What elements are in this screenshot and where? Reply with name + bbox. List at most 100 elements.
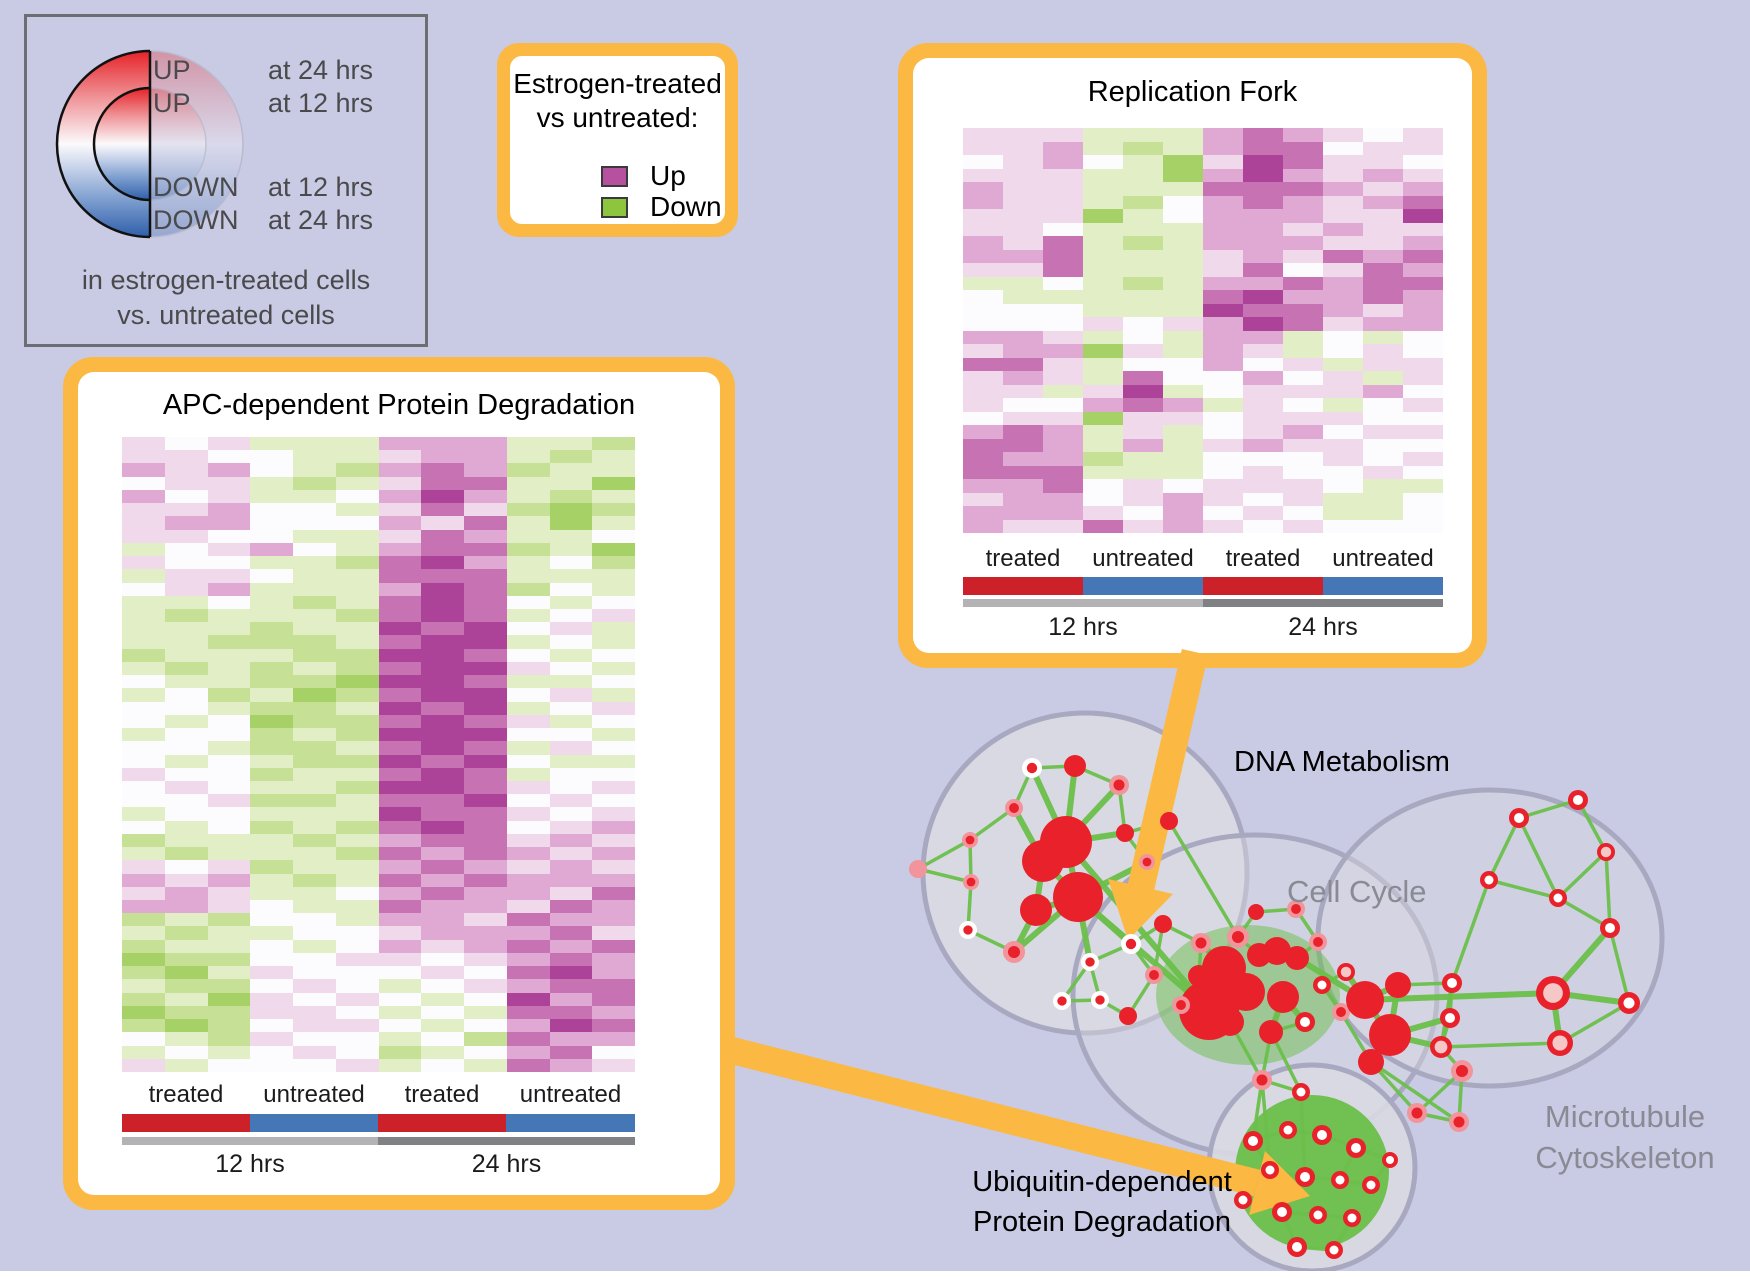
heatmap-cell xyxy=(464,450,507,464)
heatmap-cell xyxy=(506,503,550,517)
heatmap-cell xyxy=(1003,344,1043,358)
network-edge xyxy=(1280,1211,1299,1248)
network-edge xyxy=(1130,922,1164,946)
heatmap-cell xyxy=(549,569,593,583)
heatmap-cell xyxy=(421,463,464,477)
heatmap-cell xyxy=(1163,141,1203,155)
heatmap-cell xyxy=(164,767,208,781)
heatmap-cell xyxy=(250,688,293,702)
heatmap-cell xyxy=(1123,492,1163,506)
heatmap-cell xyxy=(1163,168,1203,182)
heatmap-cell xyxy=(164,714,208,729)
heatmap-cell xyxy=(506,1005,550,1020)
heatmap-cell xyxy=(378,939,422,953)
heatmap-cell xyxy=(1403,303,1443,317)
heatmap-cell xyxy=(122,489,165,504)
heatmap-cell xyxy=(1203,398,1243,412)
network-edge xyxy=(1251,1140,1272,1171)
heatmap-cell xyxy=(1283,195,1323,209)
heatmap-cell xyxy=(293,463,336,477)
heatmap-cell xyxy=(335,780,379,795)
heatmap-cell xyxy=(592,820,635,834)
heatmap-cell xyxy=(506,860,550,874)
network-edge xyxy=(1439,1045,1464,1073)
heatmap-cell xyxy=(421,913,464,927)
network-node xyxy=(1292,1083,1310,1101)
heatmap-cell xyxy=(207,529,251,543)
heatmap-cell xyxy=(164,780,208,795)
heatmap-cell xyxy=(1363,263,1403,277)
heatmap-cell xyxy=(1323,438,1363,452)
heatmap-cell xyxy=(335,516,379,530)
heatmap-cell xyxy=(335,966,379,980)
heatmap-cell xyxy=(464,476,507,490)
heatmap-cell xyxy=(122,450,165,464)
network-node xyxy=(1121,934,1141,954)
heatmap-cell xyxy=(464,701,507,715)
heatmap-cell xyxy=(1043,317,1083,331)
heatmap-cell xyxy=(1083,290,1123,304)
heatmap-cell xyxy=(592,767,635,781)
network-edge xyxy=(1296,1245,1335,1252)
heatmap-cell xyxy=(1163,398,1203,412)
network-node-core xyxy=(1113,779,1125,791)
network-node-core xyxy=(1600,846,1612,858)
heatmap-cell xyxy=(1203,195,1243,209)
heatmap-cell xyxy=(1203,344,1243,358)
heatmap-cell xyxy=(1083,195,1123,209)
heatmap-cell xyxy=(164,569,208,583)
heatmap-cell xyxy=(1163,519,1203,533)
network-node xyxy=(1337,963,1355,981)
heatmap-cell xyxy=(1163,182,1203,196)
network-edge xyxy=(1033,860,1046,911)
heatmap-cell xyxy=(207,714,251,729)
heatmap-cell xyxy=(293,979,336,993)
heatmap-cell xyxy=(1003,479,1043,493)
heatmap-cell xyxy=(164,516,208,530)
heatmap-cell xyxy=(378,503,422,517)
network-node xyxy=(1597,843,1615,861)
heatmap-cell xyxy=(378,807,422,821)
heatmap-cell xyxy=(1403,236,1443,250)
heatmap-cell xyxy=(293,952,336,967)
heatmap-cell xyxy=(378,701,422,715)
heatmap-cell xyxy=(378,1045,422,1059)
untreated-bar xyxy=(506,1114,635,1132)
heatmap-cell xyxy=(293,503,336,517)
heatmap-cell xyxy=(592,516,635,530)
legend-down-24-label: DOWN xyxy=(153,205,239,235)
heatmap-cell xyxy=(592,569,635,583)
network-node-core xyxy=(1283,1125,1293,1135)
heatmap-cell xyxy=(592,608,635,623)
heatmap-cell xyxy=(378,767,422,781)
heatmap-cell xyxy=(464,860,507,874)
network-edge xyxy=(968,806,1016,842)
heatmap-cell xyxy=(122,820,165,834)
heatmap-cell xyxy=(293,688,336,702)
heatmap-cell xyxy=(122,728,165,742)
heatmap-cell xyxy=(207,542,251,557)
heatmap-cell xyxy=(464,437,507,451)
untreated-bar xyxy=(250,1114,378,1132)
apc-group-untreated-12: untreated xyxy=(263,1081,365,1108)
heatmap-cell xyxy=(378,437,422,451)
network-edge xyxy=(1063,840,1212,1012)
heatmap-cell xyxy=(549,542,593,557)
network-edge xyxy=(1252,1128,1289,1143)
network-node xyxy=(909,860,927,878)
network-node xyxy=(1172,996,1190,1014)
network-edge xyxy=(1355,1146,1391,1162)
concentric-gradient-circles-icon xyxy=(55,49,244,239)
heatmap-cell xyxy=(1403,330,1443,344)
network-edge xyxy=(1152,923,1165,976)
network-edge xyxy=(1550,992,1563,1044)
heatmap-cell xyxy=(1323,141,1363,155)
heatmap-cell xyxy=(549,913,593,927)
heatmap-cell xyxy=(1163,303,1203,317)
network-edge xyxy=(1260,1031,1273,1081)
heatmap-cell xyxy=(549,675,593,689)
heatmap-cell xyxy=(1323,330,1363,344)
heatmap-cell xyxy=(464,463,507,477)
heatmap-cell xyxy=(1203,128,1243,142)
heatmap-cell xyxy=(1363,128,1403,142)
